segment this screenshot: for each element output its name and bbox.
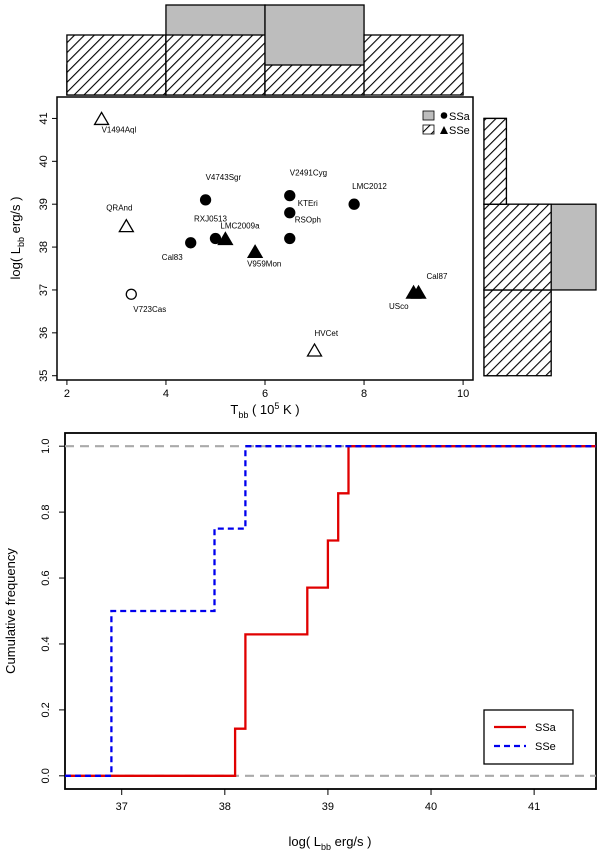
right-histogram (483, 117, 597, 377)
point-label-v959mon: V959Mon (247, 259, 281, 268)
cdf-x-tick-label: 40 (425, 801, 437, 813)
point-label-cal83: Cal83 (162, 253, 183, 262)
point-lmc2012 (348, 198, 360, 210)
scatter-axes: 2 4 6 8 10 35 36 37 38 39 40 41 (38, 112, 469, 400)
legend-ssa-label: SSa (449, 111, 471, 123)
legend-sse-swatch (422, 124, 435, 135)
y-tick-label: 38 (38, 241, 50, 253)
point-rxj0513 (209, 232, 222, 245)
right-hist-sse-bar (483, 289, 552, 377)
point-label-hvcet: HVCet (315, 329, 339, 338)
point-label-v2491cyg: V2491Cyg (290, 169, 327, 178)
cdf-y-tick-label: 0.2 (40, 702, 52, 717)
cdf-line-sse (65, 445, 596, 777)
top-hist-sse-bar (66, 34, 167, 96)
x-tick-label: 4 (163, 388, 169, 400)
cdf-y-tick-label: 0.8 (40, 504, 52, 519)
y-tick-label: 35 (38, 370, 50, 382)
point-label-v4743sgr: V4743Sgr (206, 173, 242, 182)
y-tick-label: 39 (38, 198, 50, 210)
point-label-rsoph: RSOph (295, 216, 321, 225)
cdf-x-axis-label: log( Lbb erg/s ) (288, 834, 371, 850)
legend-ssa-marker (440, 112, 448, 119)
x-tick-label: 8 (361, 388, 367, 400)
point-v959mon (246, 244, 264, 259)
point-v1494aql (93, 111, 110, 126)
point-cal83 (185, 237, 197, 249)
point-label-qrand: QRAnd (106, 204, 132, 213)
point-kteri (284, 207, 296, 219)
top-hist-sse-bar (363, 34, 464, 96)
cdf-plot-frame (64, 432, 597, 790)
point-label-v1494aql: V1494Aql (102, 125, 137, 134)
cdf-legend-sse-label: SSe (535, 741, 556, 753)
point-qrand (118, 218, 135, 233)
top-hist-sse-bar (264, 64, 365, 96)
point-label-usco: USco (389, 302, 409, 311)
cdf-line-ssa (65, 445, 596, 777)
point-rsoph (284, 232, 296, 245)
right-hist-sse-bar (483, 203, 552, 291)
cdf-legend: SSa SSe (483, 709, 574, 765)
cdf-y-tick-label: 1.0 (40, 439, 52, 454)
point-label-v723cas: V723Cas (133, 305, 166, 314)
scatter-points: V1494Aql QRAnd V723Cas Cal83 V4743Sgr RXJ0513… (93, 111, 448, 357)
cdf-legend-ssa-label: SSa (535, 722, 557, 734)
y-tick-label: 37 (38, 284, 50, 296)
point-label-cal87: Cal87 (427, 272, 448, 281)
cdf-legend-box (483, 709, 574, 765)
y-tick-label: 40 (38, 155, 50, 167)
x-tick-label: 2 (64, 388, 70, 400)
point-label-kteri: KTEri (298, 199, 318, 208)
y-tick-label: 36 (38, 327, 50, 339)
top-hist-sse-bar (165, 34, 266, 96)
point-v2491cyg (284, 189, 296, 202)
cdf-y-axis-label: Cumulative frequency (3, 548, 18, 674)
x-tick-label: 10 (457, 388, 469, 400)
cdf-x-tick-label: 41 (528, 801, 540, 813)
point-v4743sgr (199, 194, 212, 206)
legend-sse-marker (440, 126, 448, 134)
legend-ssa-swatch (422, 110, 435, 121)
cdf-lines (65, 445, 596, 777)
point-cal87 (410, 284, 427, 299)
cdf-x-tick-label: 39 (322, 801, 334, 813)
point-label-rxj0513: RXJ0513 (194, 215, 227, 224)
point-label-lmc2009a: LMC2009a (220, 222, 260, 231)
scatter-x-axis-label: Tbb ( 105 K ) (230, 401, 299, 420)
cdf-axes: 37 38 39 40 41 0.0 0.2 0.4 0.6 0.8 1.0 (40, 439, 540, 813)
scatter-plot-frame (56, 96, 474, 381)
cdf-x-tick-label: 38 (219, 801, 231, 813)
right-hist-sse-bar (483, 117, 508, 205)
cdf-y-tick-label: 0.6 (40, 570, 52, 585)
scatter-legend: SSa SSe (422, 110, 471, 137)
cdf-x-tick-label: 37 (116, 801, 128, 813)
point-hvcet (306, 342, 323, 357)
point-label-lmc2012: LMC2012 (352, 182, 387, 191)
scatter-y-axis-label: log( Lbb erg/s ) (8, 196, 26, 279)
point-lmc2009a (217, 231, 234, 246)
top-histogram (66, 4, 464, 96)
legend-sse-label: SSe (449, 125, 470, 137)
cdf-y-tick-label: 0.4 (40, 636, 52, 651)
y-tick-label: 41 (38, 112, 50, 124)
point-v723cas (125, 288, 137, 300)
x-tick-label: 6 (262, 388, 268, 400)
cdf-y-tick-label: 0.0 (40, 768, 52, 783)
